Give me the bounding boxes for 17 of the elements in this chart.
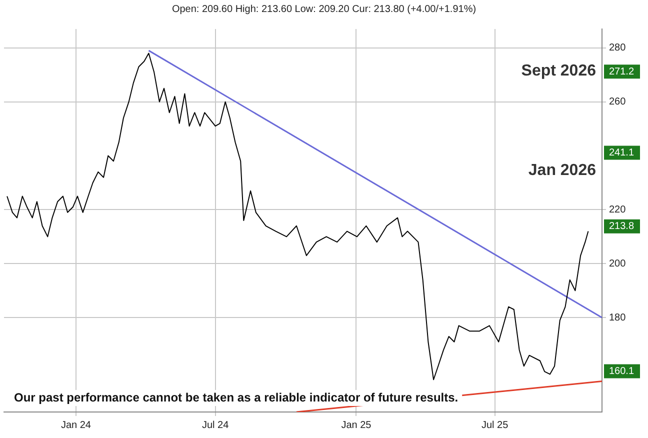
y-tick-label: 220 [609,204,626,216]
y-tick-label: 213.8 [609,221,634,232]
y-tick-label: 180 [609,312,626,324]
annotation: Sept 2026 [521,62,596,80]
x-tick-label: Jan 25 [341,420,372,431]
x-tick-label: Jul 25 [481,420,509,431]
x-tick-label: Jul 24 [202,420,230,431]
x-tick-label: Jan 24 [60,420,92,431]
annotation: Jan 2026 [528,162,596,180]
chart-subtitle: Open: 209.60 High: 213.60 Low: 209.20 Cur: 213.80 (+4.00/+1.91%) [170,3,478,17]
annotation: Our past performance cannot be taken as a reliable indicator of future results. [14,390,458,404]
y-tick-label: 241.1 [609,148,634,159]
y-tick-label: 260 [609,96,626,108]
y-tick-label: 200 [609,258,626,270]
y-tick-label: 280 [609,42,626,54]
y-tick-label: 271.2 [609,66,634,78]
y-tick-label: 160.1 [609,366,634,378]
